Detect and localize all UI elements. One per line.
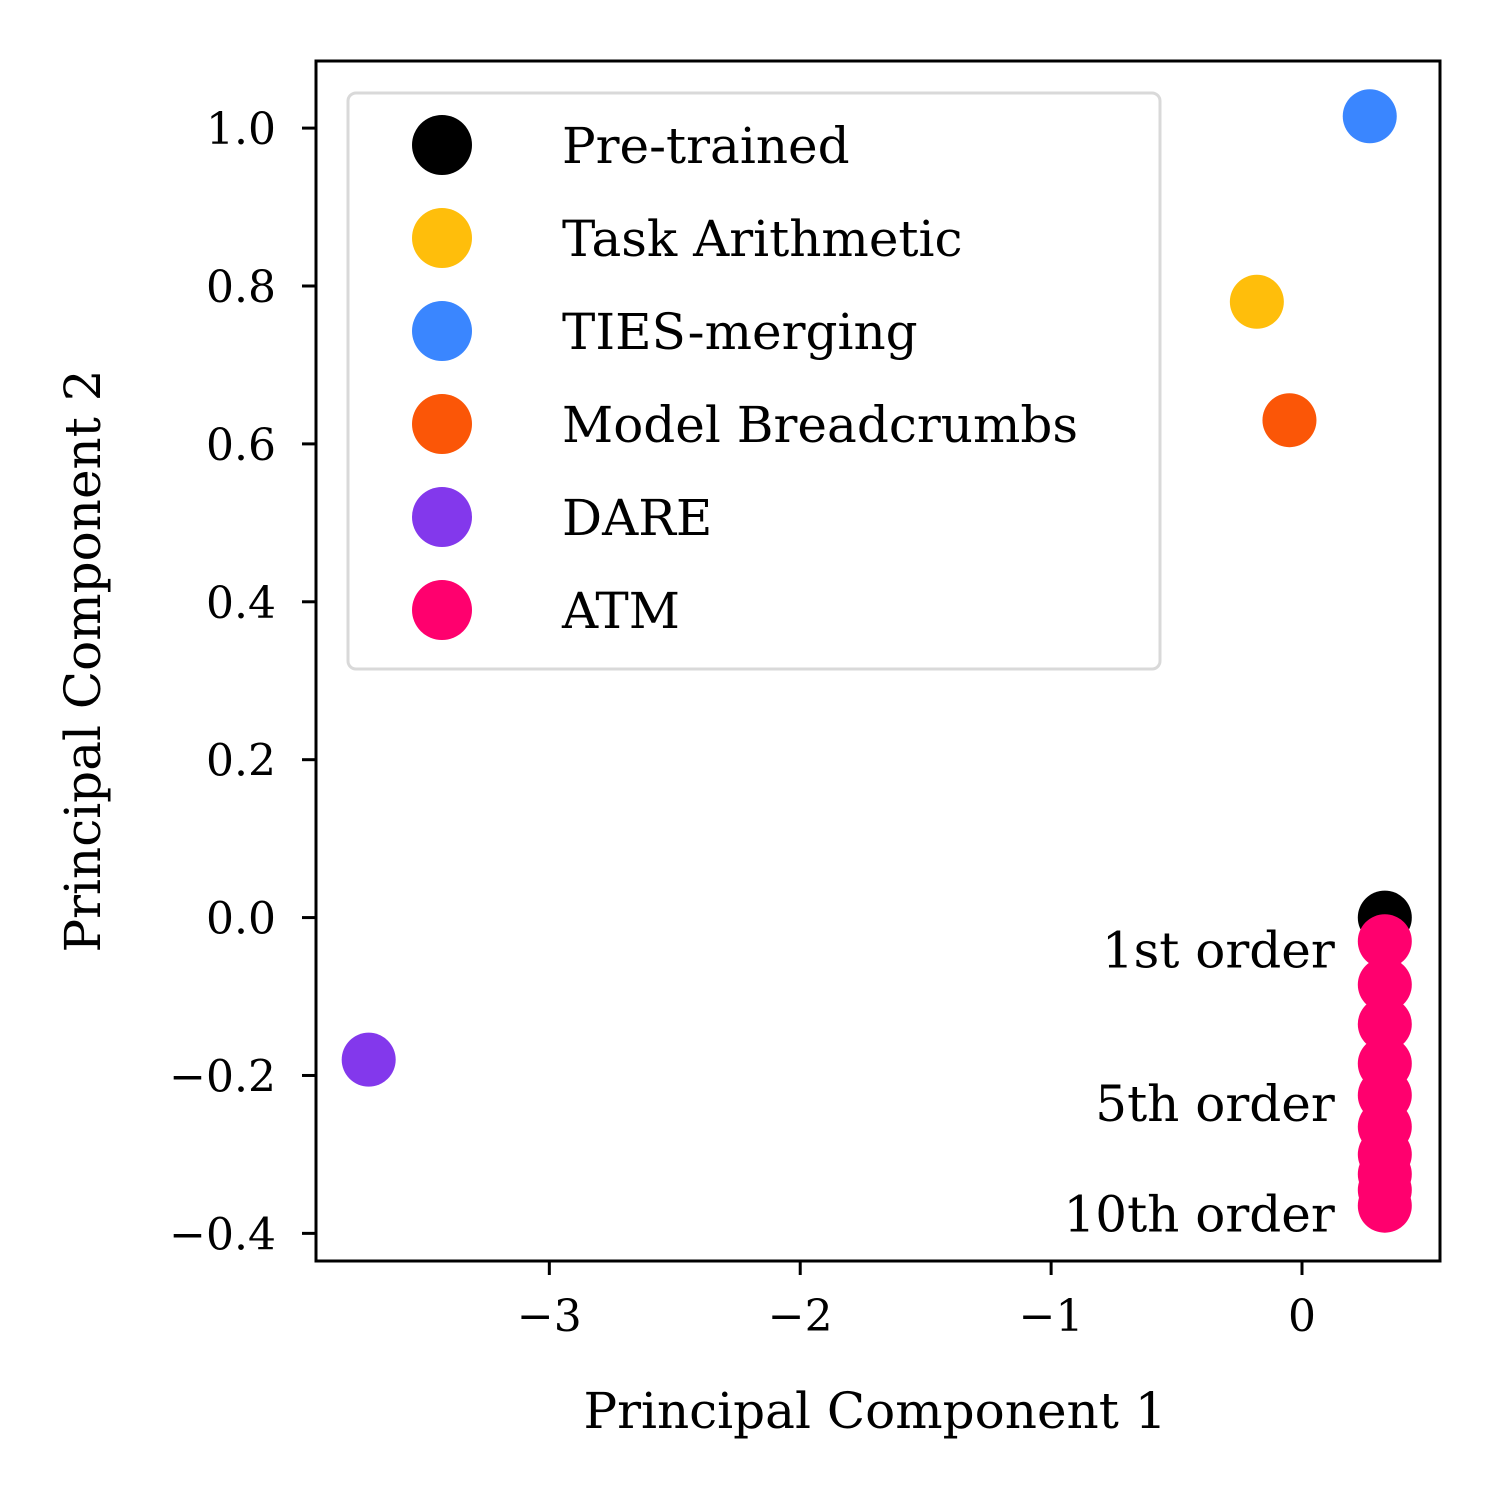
legend-label: DARE <box>562 489 712 547</box>
point-ties-merging <box>1342 89 1397 144</box>
legend: Pre-trained Task Arithmetic TIES-merging Mo… <box>346 91 1162 671</box>
legend-marker-pre-trained <box>412 115 472 175</box>
legend-label: ATM <box>561 582 680 640</box>
legend-marker-task-arithmetic <box>412 208 472 268</box>
annotation-label: 10th order <box>1063 1186 1334 1244</box>
y-tick-label: 0.0 <box>206 894 276 945</box>
y-tick-label: 0.4 <box>206 578 276 629</box>
y-axis-ticks: 1.0 0.8 0.6 0.4 0.2 0.0 −0.2 −0.4 <box>169 104 316 1260</box>
plot-frame <box>314 59 1442 1263</box>
x-axis-label: Principal Component 1 <box>583 1382 1166 1440</box>
data-points <box>341 89 1412 1233</box>
y-tick-label: 0.2 <box>206 736 276 787</box>
legend-label: Pre-trained <box>562 117 850 175</box>
legend-marker-model-breadcrumbs <box>412 394 472 454</box>
point-model-breadcrumbs <box>1262 393 1317 448</box>
annotations: 1st order 5th order 10th order <box>1063 921 1334 1243</box>
x-tick-label: 0 <box>1288 1291 1316 1342</box>
legend-marker-ties-merging <box>412 301 472 361</box>
legend-label: Model Breadcrumbs <box>562 396 1078 454</box>
annotation-label: 1st order <box>1102 921 1335 979</box>
legend-frame <box>346 91 1162 671</box>
point-atm <box>1357 997 1412 1052</box>
legend-label: Task Arithmetic <box>562 210 963 268</box>
legend-label: TIES-merging <box>562 303 918 361</box>
point-atm <box>1357 1178 1412 1233</box>
x-axis-ticks: −3 −2 −1 0 <box>517 1261 1316 1342</box>
point-atm <box>1357 957 1412 1012</box>
x-tick-label: −2 <box>768 1291 833 1342</box>
y-tick-label: 1.0 <box>206 104 276 155</box>
point-task-arithmetic <box>1229 274 1284 329</box>
y-tick-label: 0.8 <box>206 262 276 313</box>
annotation-label: 5th order <box>1095 1075 1335 1133</box>
x-tick-label: −1 <box>1019 1291 1084 1342</box>
legend-marker-atm <box>412 580 472 640</box>
y-tick-label: −0.2 <box>169 1051 276 1102</box>
legend-marker-dare <box>412 487 472 547</box>
y-tick-label: −0.4 <box>169 1209 276 1260</box>
x-tick-label: −3 <box>517 1291 582 1342</box>
point-atm <box>1357 914 1412 969</box>
point-dare <box>341 1032 396 1087</box>
y-axis-label: Principal Component 2 <box>54 369 112 952</box>
y-tick-label: 0.6 <box>206 420 276 471</box>
